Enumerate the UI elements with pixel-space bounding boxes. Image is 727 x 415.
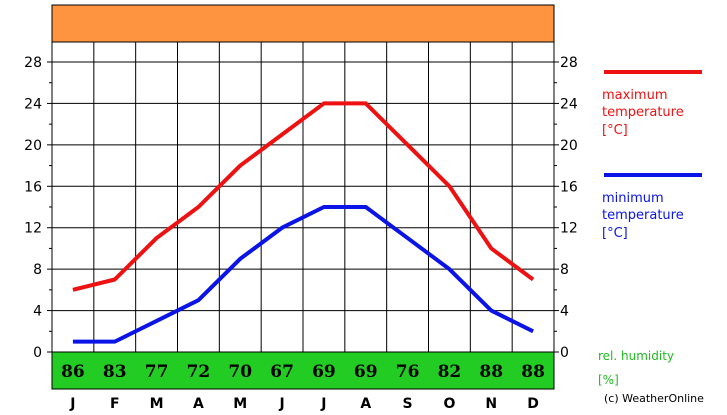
chart-series bbox=[72, 101, 535, 344]
month-label: A bbox=[193, 396, 204, 412]
humidity-value: 83 bbox=[103, 362, 127, 382]
humidity-band bbox=[51, 351, 555, 390]
month-label: M bbox=[233, 396, 247, 412]
humidity-value: 69 bbox=[354, 362, 378, 382]
humidity-value: 88 bbox=[521, 362, 545, 382]
y-tick-label: 16 bbox=[24, 179, 42, 195]
y-tick-label: 4 bbox=[560, 304, 569, 320]
credit-text: (c) WeatherOnline bbox=[604, 392, 704, 405]
humidity-value: 67 bbox=[270, 362, 294, 382]
legend-humidity-line2: [%] bbox=[598, 373, 619, 387]
y-tick-label: 20 bbox=[560, 138, 578, 154]
y-axis-left: 0 4 8 12 16 20 24 28 bbox=[24, 55, 52, 361]
y-tick-label: 28 bbox=[560, 55, 578, 71]
humidity-value: 72 bbox=[187, 362, 211, 382]
legend-max-line3: [°C] bbox=[602, 123, 628, 138]
legend-max-line2: temperature bbox=[602, 105, 684, 120]
y-tick-label: 20 bbox=[24, 138, 42, 154]
legend-min-line3: [°C] bbox=[602, 226, 628, 241]
humidity-value: 70 bbox=[228, 362, 252, 382]
humidity-value: 82 bbox=[438, 362, 462, 382]
legend-max-line1: maximum bbox=[602, 88, 668, 103]
month-label: J bbox=[69, 396, 75, 412]
y-tick-label: 0 bbox=[33, 345, 42, 361]
month-label: F bbox=[110, 396, 120, 412]
humidity-value: 88 bbox=[479, 362, 503, 382]
y-tick-label: 28 bbox=[24, 55, 42, 71]
month-label: D bbox=[527, 396, 539, 412]
month-label: M bbox=[150, 396, 164, 412]
y-tick-label: 24 bbox=[24, 96, 42, 112]
humidity-value: 86 bbox=[61, 362, 85, 382]
y-tick-label: 4 bbox=[33, 304, 42, 320]
month-label: A bbox=[360, 396, 371, 412]
y-tick-label: 12 bbox=[560, 221, 578, 237]
y-tick-label: 12 bbox=[24, 221, 42, 237]
legend-min-line2: temperature bbox=[602, 208, 684, 223]
series-line-max-temperature bbox=[72, 101, 535, 292]
y-tick-label: 8 bbox=[560, 262, 569, 278]
month-label: J bbox=[320, 396, 326, 412]
month-label: S bbox=[403, 396, 413, 412]
legend-min-line1: minimum bbox=[602, 191, 664, 206]
series-line-min-temperature bbox=[72, 205, 534, 344]
month-label: N bbox=[485, 396, 497, 412]
month-label: O bbox=[443, 396, 455, 412]
y-tick-label: 16 bbox=[560, 179, 578, 195]
humidity-value: 77 bbox=[145, 362, 169, 382]
chart-header-bar bbox=[51, 4, 555, 43]
y-tick-label: 24 bbox=[560, 96, 578, 112]
legend-humidity-line1: rel. humidity bbox=[598, 349, 674, 363]
chart-grid bbox=[51, 41, 555, 353]
y-tick-label: 8 bbox=[33, 262, 42, 278]
humidity-value: 69 bbox=[312, 362, 336, 382]
month-label: J bbox=[278, 396, 284, 412]
y-axis-right: 0 4 8 12 16 20 24 28 bbox=[554, 55, 578, 361]
humidity-values: 86 83 77 72 70 67 69 69 76 82 88 88 bbox=[61, 362, 545, 382]
humidity-value: 76 bbox=[396, 362, 420, 382]
y-tick-label: 0 bbox=[560, 345, 569, 361]
